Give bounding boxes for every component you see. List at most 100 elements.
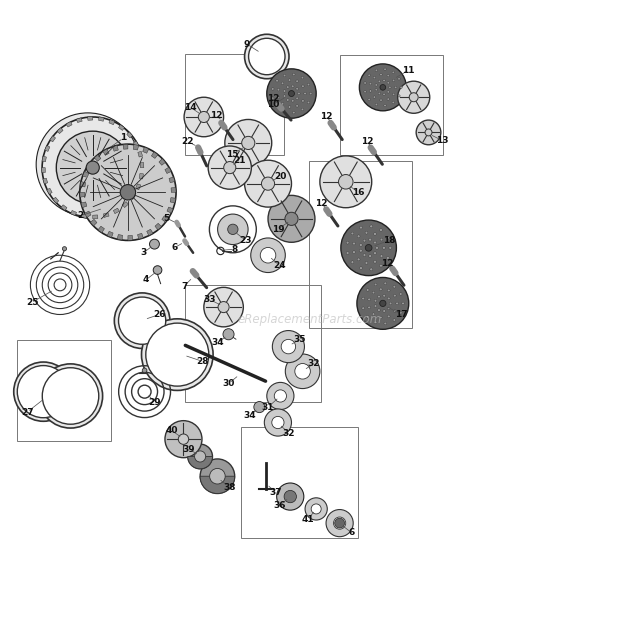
Text: 21: 21 xyxy=(233,156,246,165)
Circle shape xyxy=(365,245,372,251)
Circle shape xyxy=(389,247,392,249)
Polygon shape xyxy=(128,235,133,240)
Circle shape xyxy=(383,93,385,96)
Circle shape xyxy=(379,316,382,319)
Text: 11: 11 xyxy=(402,65,415,75)
Circle shape xyxy=(374,252,376,255)
Circle shape xyxy=(400,86,402,89)
Circle shape xyxy=(295,364,311,379)
Circle shape xyxy=(86,161,99,174)
Circle shape xyxy=(291,85,294,87)
Circle shape xyxy=(380,74,382,75)
Polygon shape xyxy=(155,223,162,230)
Circle shape xyxy=(402,302,404,304)
Text: 37: 37 xyxy=(269,487,281,497)
Circle shape xyxy=(378,296,380,298)
Circle shape xyxy=(360,64,406,111)
Text: 28: 28 xyxy=(197,357,209,366)
Circle shape xyxy=(272,97,274,99)
Circle shape xyxy=(379,228,383,231)
Polygon shape xyxy=(80,192,85,197)
Polygon shape xyxy=(130,193,136,199)
Circle shape xyxy=(283,74,286,77)
Circle shape xyxy=(379,264,383,267)
Circle shape xyxy=(277,89,280,91)
Circle shape xyxy=(375,69,378,72)
Text: 19: 19 xyxy=(272,225,284,234)
Polygon shape xyxy=(94,155,101,161)
Polygon shape xyxy=(126,132,133,138)
Circle shape xyxy=(302,99,304,102)
Polygon shape xyxy=(133,141,139,147)
Circle shape xyxy=(346,242,349,244)
Circle shape xyxy=(357,235,360,238)
Circle shape xyxy=(296,97,298,99)
Circle shape xyxy=(286,86,289,88)
Circle shape xyxy=(218,214,248,245)
Circle shape xyxy=(188,444,213,469)
Polygon shape xyxy=(42,167,45,173)
Polygon shape xyxy=(71,211,76,216)
Circle shape xyxy=(244,160,291,207)
Circle shape xyxy=(374,283,377,286)
Polygon shape xyxy=(147,229,153,236)
Circle shape xyxy=(311,504,321,514)
Text: 27: 27 xyxy=(21,408,33,416)
Polygon shape xyxy=(93,215,98,219)
Circle shape xyxy=(375,103,378,106)
Circle shape xyxy=(277,483,304,510)
Circle shape xyxy=(393,286,396,288)
Circle shape xyxy=(416,120,441,145)
Text: 41: 41 xyxy=(301,515,314,524)
Polygon shape xyxy=(43,178,48,184)
Text: 33: 33 xyxy=(204,295,216,304)
Circle shape xyxy=(304,92,306,95)
Circle shape xyxy=(392,71,394,74)
Circle shape xyxy=(308,101,310,104)
Text: 8: 8 xyxy=(232,245,238,253)
Polygon shape xyxy=(91,220,97,226)
Polygon shape xyxy=(151,152,158,159)
Circle shape xyxy=(394,86,397,89)
Polygon shape xyxy=(117,235,123,240)
Polygon shape xyxy=(107,231,113,238)
Circle shape xyxy=(374,260,376,263)
Text: 29: 29 xyxy=(148,398,161,406)
Circle shape xyxy=(387,98,389,100)
Circle shape xyxy=(36,113,140,216)
Circle shape xyxy=(298,92,300,95)
Circle shape xyxy=(394,294,396,297)
Circle shape xyxy=(380,99,382,101)
Circle shape xyxy=(165,421,202,458)
Polygon shape xyxy=(81,202,87,208)
Text: 10: 10 xyxy=(267,100,279,109)
Circle shape xyxy=(267,382,294,409)
Circle shape xyxy=(384,282,386,284)
Circle shape xyxy=(262,177,275,190)
Polygon shape xyxy=(143,147,149,153)
Polygon shape xyxy=(133,145,139,150)
Circle shape xyxy=(373,96,376,98)
Polygon shape xyxy=(61,205,67,211)
Circle shape xyxy=(301,108,304,111)
Text: 31: 31 xyxy=(262,403,274,411)
Circle shape xyxy=(308,84,310,86)
Text: 3: 3 xyxy=(140,248,146,257)
Circle shape xyxy=(386,237,389,239)
Circle shape xyxy=(362,298,365,300)
Circle shape xyxy=(250,238,285,272)
Text: 34: 34 xyxy=(243,411,256,420)
Text: 17: 17 xyxy=(395,310,408,319)
Circle shape xyxy=(387,74,389,77)
Circle shape xyxy=(38,364,103,428)
Circle shape xyxy=(198,111,210,123)
Circle shape xyxy=(272,87,274,90)
Circle shape xyxy=(396,302,399,304)
Circle shape xyxy=(368,74,370,76)
Circle shape xyxy=(208,146,251,189)
Circle shape xyxy=(376,247,378,249)
Circle shape xyxy=(384,104,386,107)
Text: 16: 16 xyxy=(352,188,365,197)
Circle shape xyxy=(372,313,375,316)
Circle shape xyxy=(353,251,355,253)
